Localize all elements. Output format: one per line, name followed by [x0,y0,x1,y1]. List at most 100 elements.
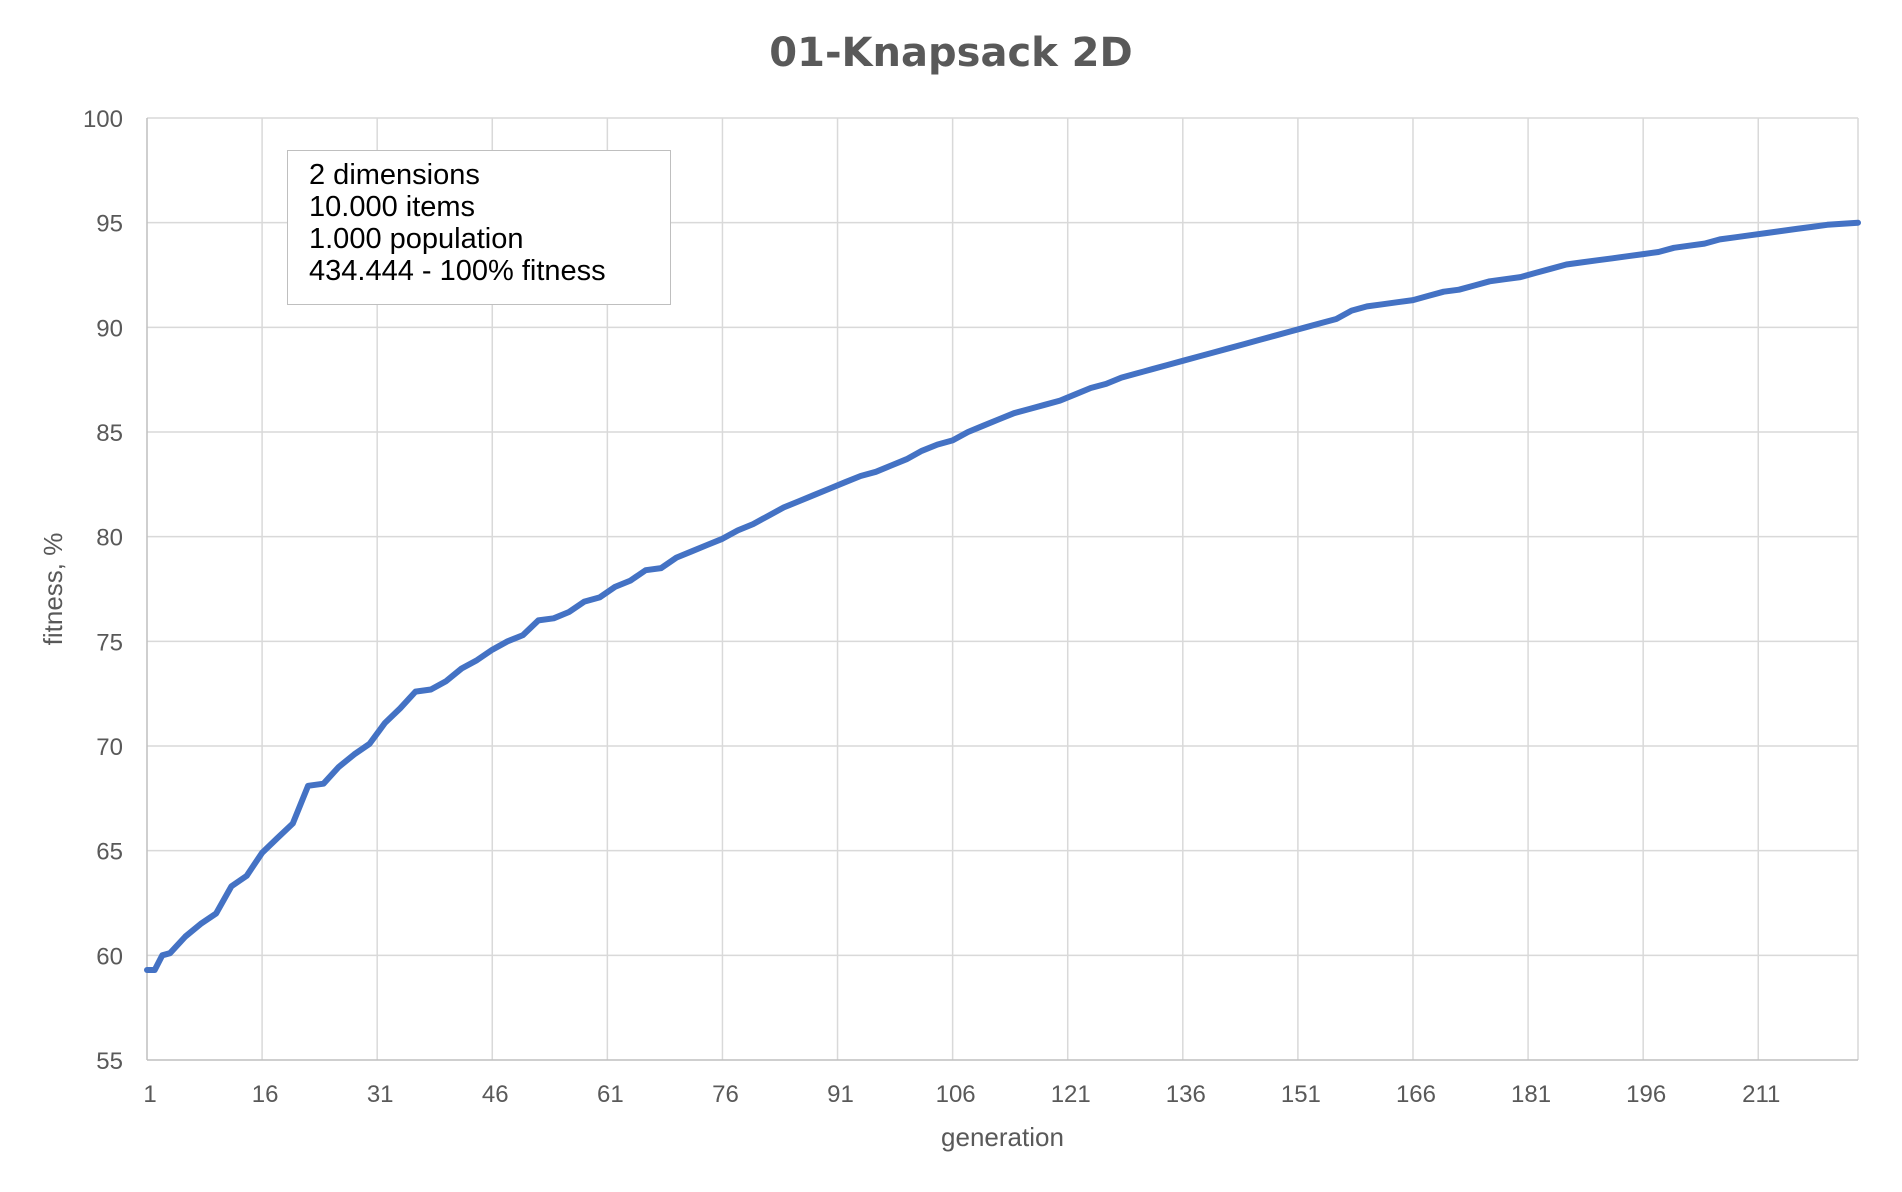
x-axis-title: generation [941,1122,1064,1152]
y-tick-label: 85 [96,420,123,447]
x-tick-label: 211 [1742,1081,1780,1108]
data-point [691,550,693,552]
data-point [1550,268,1552,270]
data-point [461,668,463,670]
data-point [1351,310,1353,312]
x-tick-label: 166 [1396,1081,1436,1108]
data-point [507,640,509,642]
x-tick-label: 1 [143,1081,156,1108]
data-point [1780,230,1782,232]
data-point [1212,351,1214,353]
x-tick-label: 16 [252,1081,279,1108]
data-point [1535,272,1537,274]
data-point [614,586,616,588]
data-point [1243,343,1245,345]
data-point [399,707,401,709]
data-point [369,743,371,745]
data-point [814,494,816,496]
data-point [292,822,294,824]
data-point [1397,301,1399,303]
data-point [384,722,386,724]
data-point [1489,280,1491,282]
data-point [1028,408,1030,410]
data-point [537,619,539,621]
data-point [1443,291,1445,293]
data-point [246,875,248,877]
y-tick-label: 95 [96,211,123,238]
data-point [1044,404,1046,406]
y-tick-label: 55 [96,1048,123,1075]
x-tick-label: 91 [827,1081,854,1108]
data-point [675,557,677,559]
data-point [737,529,739,531]
x-tick-label: 61 [597,1081,624,1108]
data-point [952,439,954,441]
data-point [1811,226,1813,228]
data-point [1274,335,1276,337]
data-point [1412,299,1414,301]
data-point [783,506,785,508]
data-point [645,569,647,571]
annotation-line: 2 dimensions [309,159,480,191]
y-tick-label: 90 [96,315,123,342]
data-point [752,523,754,525]
annotation-line: 1.000 population [309,223,524,255]
data-point [1611,257,1613,259]
data-point [906,458,908,460]
data-point [860,475,862,477]
data-point [276,837,278,839]
data-point [1090,387,1092,389]
data-point [1182,360,1184,362]
data-point [491,649,493,651]
data-point [322,783,324,785]
data-point [353,753,355,755]
x-tick-label: 106 [936,1081,976,1108]
data-point [936,444,938,446]
data-point [522,634,524,636]
data-point [161,954,163,956]
data-point [430,688,432,690]
data-point [1842,223,1844,225]
data-point [1366,305,1368,307]
data-point [415,691,417,693]
y-tick-label: 100 [83,106,123,133]
data-point [1581,261,1583,263]
x-tick-label: 76 [712,1081,739,1108]
data-point [798,500,800,502]
data-point [1704,243,1706,245]
data-point [445,680,447,682]
data-point [1765,232,1767,234]
annotation-line: 434.444 - 100% fitness [309,255,606,287]
data-point [767,515,769,517]
data-point [568,611,570,613]
data-point [1151,368,1153,370]
data-point [338,766,340,768]
y-tick-label: 70 [96,734,123,761]
data-point [1519,276,1521,278]
data-point [829,488,831,490]
data-point [1120,377,1122,379]
data-point [476,659,478,661]
data-point [660,567,662,569]
data-point [1289,331,1291,333]
data-point [1504,278,1506,280]
y-axis-title: fitness, % [38,533,68,646]
data-point [1688,245,1690,247]
data-point [1320,322,1322,324]
data-point [1857,222,1859,224]
data-point [1074,393,1076,395]
y-tick-label: 65 [96,839,123,866]
data-point [1381,303,1383,305]
data-point [1259,339,1261,341]
data-point [982,425,984,427]
data-point [261,852,263,854]
data-point [230,885,232,887]
data-point [1458,289,1460,291]
data-point [875,471,877,473]
data-point [998,418,1000,420]
data-point [1335,318,1337,320]
data-point [599,596,601,598]
chart-title: 01-Knapsack 2D [769,30,1133,76]
